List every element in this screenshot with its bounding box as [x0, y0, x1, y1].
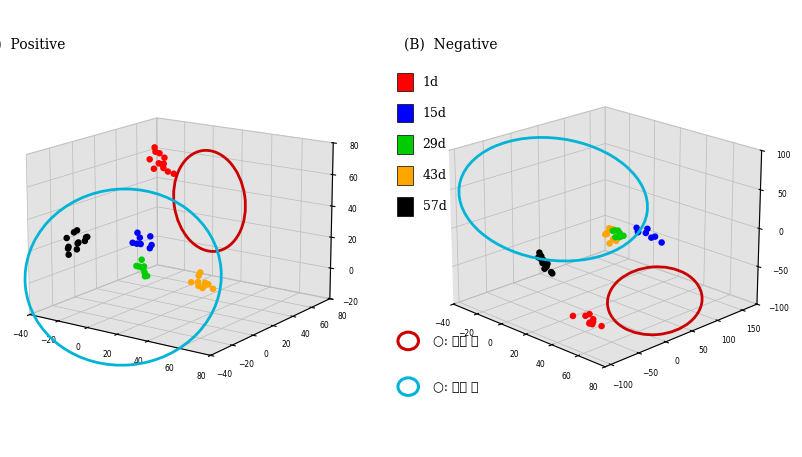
Text: 15d: 15d	[423, 107, 447, 120]
Text: 29d: 29d	[423, 138, 447, 151]
Text: 57d: 57d	[423, 200, 447, 213]
Text: 43d: 43d	[423, 169, 447, 182]
Text: (B)  Negative: (B) Negative	[404, 37, 498, 52]
Text: (A)  Positive: (A) Positive	[0, 37, 65, 52]
Text: ○: 투약 전: ○: 투약 전	[433, 335, 479, 348]
Text: ○: 투약 후: ○: 투약 후	[433, 381, 479, 394]
Text: 1d: 1d	[423, 76, 439, 89]
